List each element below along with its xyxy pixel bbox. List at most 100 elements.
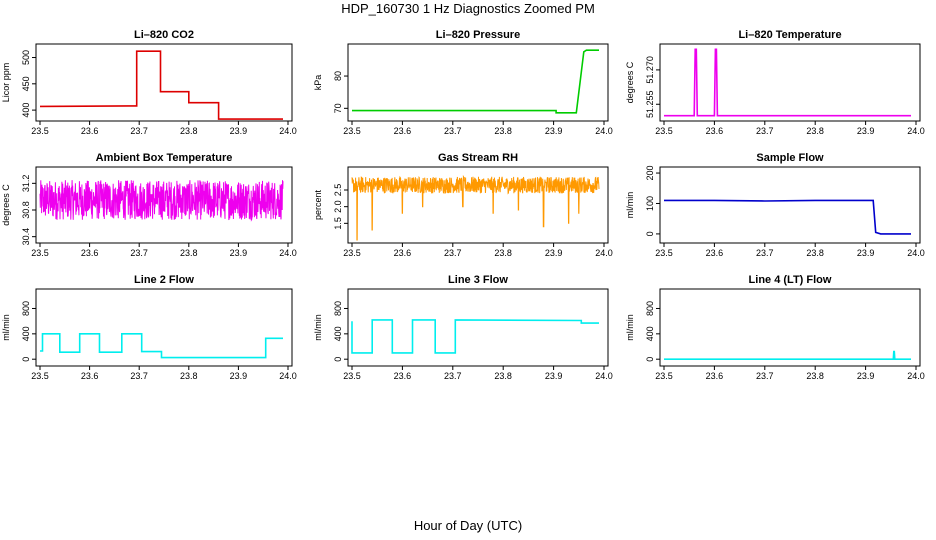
x-tick-label: 23.5 xyxy=(31,248,49,258)
y-axis-label: Licor ppm xyxy=(1,63,11,103)
y-tick-label: 0 xyxy=(333,357,343,362)
panel-1: Li–820 CO2 23.5 23.6 23.7 23.8 23.9 24.0 400 450… xyxy=(1,29,297,136)
data-series-line xyxy=(351,319,599,354)
x-tick-label: 23.8 xyxy=(494,371,512,381)
y-tick-label: 2.0 xyxy=(333,200,343,213)
y-tick-label: 800 xyxy=(21,301,31,316)
x-tick-label: 23.8 xyxy=(180,371,198,381)
y-tick-label: 0 xyxy=(645,357,655,362)
data-series-line xyxy=(39,50,283,120)
panel-title: Line 4 (LT) Flow xyxy=(749,274,832,286)
panel-5: Gas Stream RH 23.5 23.6 23.7 23.8 23.9 24.0 1.5… xyxy=(313,152,613,258)
data-series-line xyxy=(39,180,284,222)
x-tick-label: 23.5 xyxy=(343,371,361,381)
x-tick-label: 23.8 xyxy=(180,248,198,258)
y-tick-label: 400 xyxy=(645,326,655,341)
x-tick-label: 23.7 xyxy=(756,248,774,258)
x-tick-label: 23.6 xyxy=(706,248,724,258)
x-tick-label: 24.0 xyxy=(279,126,297,136)
panel-3: Li–820 Temperature 23.5 23.6 23.7 23.8 23.9 24… xyxy=(625,29,925,136)
y-tick-label: 80 xyxy=(333,71,343,81)
x-tick-label: 24.0 xyxy=(907,248,925,258)
x-tick-label: 23.7 xyxy=(130,248,148,258)
panel-title: Sample Flow xyxy=(756,152,824,164)
y-tick-label: 100 xyxy=(645,196,655,211)
x-tick-label: 23.7 xyxy=(756,371,774,381)
y-tick-label: 70 xyxy=(333,103,343,113)
x-tick-label: 23.6 xyxy=(81,248,99,258)
panel-title: Line 2 Flow xyxy=(134,274,194,286)
y-axis-label: ml/min xyxy=(313,314,323,341)
x-tick-label: 23.6 xyxy=(81,126,99,136)
panel-title: Line 3 Flow xyxy=(448,274,508,286)
y-tick-label: 51.255 xyxy=(645,90,655,118)
x-tick-label: 23.7 xyxy=(756,126,774,136)
y-tick-label: 500 xyxy=(21,50,31,65)
panel-title: Gas Stream RH xyxy=(438,152,518,164)
x-tick-label: 23.5 xyxy=(343,248,361,258)
x-tick-label: 23.6 xyxy=(394,371,412,381)
y-tick-label: 800 xyxy=(333,301,343,316)
x-tick-label: 23.9 xyxy=(857,126,875,136)
plot-frame xyxy=(35,288,293,367)
data-series-line xyxy=(664,350,911,360)
panel-7: Line 2 Flow 23.5 23.6 23.7 23.8 23.9 24.0 0 400 8… xyxy=(1,274,297,381)
x-tick-label: 23.7 xyxy=(130,126,148,136)
x-tick-label: 24.0 xyxy=(907,371,925,381)
plot-frame xyxy=(35,43,293,122)
y-tick-label: 51.270 xyxy=(645,56,655,84)
x-tick-label: 23.8 xyxy=(806,371,824,381)
x-tick-label: 23.5 xyxy=(655,371,673,381)
y-tick-label: 200 xyxy=(645,166,655,181)
x-tick-label: 23.8 xyxy=(180,126,198,136)
x-tick-label: 24.0 xyxy=(595,248,613,258)
x-axis-caption: Hour of Day (UTC) xyxy=(413,518,523,533)
x-tick-label: 24.0 xyxy=(907,126,925,136)
plot-frame xyxy=(347,166,609,244)
y-tick-label: 1.5 xyxy=(333,217,343,230)
panel-4: Ambient Box Temperature 23.5 23.6 23.7 23.8 2… xyxy=(1,152,297,258)
x-tick-label: 23.8 xyxy=(806,248,824,258)
y-tick-label: 2.5 xyxy=(333,184,343,197)
y-tick-label: 400 xyxy=(21,103,31,118)
x-tick-label: 23.6 xyxy=(706,126,724,136)
y-tick-label: 31.2 xyxy=(21,175,31,193)
x-tick-label: 23.9 xyxy=(545,371,563,381)
x-tick-label: 23.8 xyxy=(806,126,824,136)
x-tick-label: 23.7 xyxy=(444,371,462,381)
x-tick-label: 23.9 xyxy=(545,248,563,258)
x-tick-label: 23.9 xyxy=(230,371,248,381)
x-tick-label: 23.9 xyxy=(857,248,875,258)
plot-frame xyxy=(659,166,921,244)
x-tick-label: 23.7 xyxy=(130,371,148,381)
x-tick-label: 23.7 xyxy=(444,126,462,136)
page-title: HDP_160730 1 Hz Diagnostics Zoomed PM xyxy=(341,1,595,16)
x-tick-label: 23.6 xyxy=(81,371,99,381)
plot-frame xyxy=(347,288,609,367)
y-tick-label: 800 xyxy=(645,301,655,316)
y-tick-label: 0 xyxy=(21,357,31,362)
x-tick-label: 23.5 xyxy=(31,371,49,381)
x-tick-label: 23.7 xyxy=(444,248,462,258)
y-axis-label: ml/min xyxy=(625,314,635,341)
x-tick-label: 24.0 xyxy=(595,126,613,136)
plot-frame xyxy=(347,43,609,122)
data-series-line xyxy=(351,174,600,241)
data-series-line xyxy=(664,199,911,235)
panel-6: Sample Flow 23.5 23.6 23.7 23.8 23.9 24.0 0 100 2… xyxy=(625,152,925,258)
x-tick-label: 23.5 xyxy=(655,248,673,258)
y-tick-label: 450 xyxy=(21,76,31,91)
x-tick-label: 23.9 xyxy=(545,126,563,136)
panel-title: Li–820 Temperature xyxy=(738,29,841,41)
panel-title: Ambient Box Temperature xyxy=(96,152,233,164)
y-axis-label: ml/min xyxy=(1,314,11,341)
x-tick-label: 23.5 xyxy=(31,126,49,136)
x-tick-label: 23.5 xyxy=(343,126,361,136)
panel-title: Li–820 Pressure xyxy=(436,29,520,41)
x-tick-label: 23.5 xyxy=(655,126,673,136)
x-tick-label: 23.9 xyxy=(857,371,875,381)
y-tick-label: 30.4 xyxy=(21,228,31,246)
x-tick-label: 24.0 xyxy=(279,371,297,381)
plot-frame xyxy=(35,166,293,244)
